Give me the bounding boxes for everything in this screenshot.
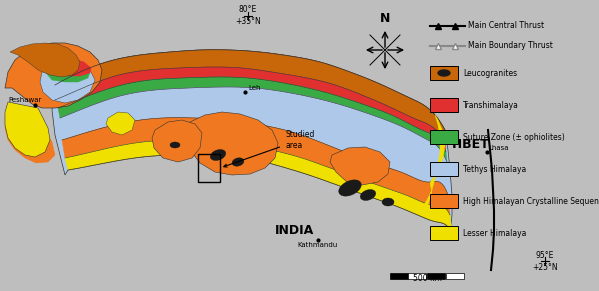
Text: Leucogranites: Leucogranites [463,68,517,77]
Bar [430,194,458,208]
Polygon shape [65,140,452,233]
Polygon shape [210,150,226,160]
Polygon shape [338,180,361,196]
Polygon shape [55,50,445,142]
Polygon shape [382,198,394,206]
Polygon shape [5,102,50,157]
Polygon shape [187,112,278,175]
Text: 500 km: 500 km [413,274,442,283]
Polygon shape [152,120,202,162]
Polygon shape [106,112,135,135]
Polygon shape [232,158,244,166]
Polygon shape [40,62,95,103]
Polygon shape [62,118,450,215]
Text: +25°N: +25°N [532,263,558,272]
Text: Leh: Leh [248,85,261,91]
Text: Transhimalaya: Transhimalaya [463,100,519,109]
Text: +35°N: +35°N [235,17,261,26]
Text: INDIA: INDIA [276,223,314,237]
Polygon shape [170,142,180,148]
Bar [390,273,408,279]
Bar [198,154,220,182]
Bar [430,226,458,240]
Text: Lhasa: Lhasa [488,145,509,151]
Text: Peshawar: Peshawar [8,97,41,103]
Bar [430,66,458,80]
Text: TIBET: TIBET [450,139,490,152]
Polygon shape [5,43,102,108]
Text: Main Boundary Thrust: Main Boundary Thrust [468,42,553,51]
Polygon shape [330,147,390,185]
Text: Suture Zone (± ophiolites): Suture Zone (± ophiolites) [463,132,565,141]
Bar [430,130,458,144]
Text: 95°E: 95°E [536,251,554,260]
Bar [430,98,458,112]
Text: Lesser Himalaya: Lesser Himalaya [463,228,527,237]
Polygon shape [360,189,376,200]
Bar [427,273,445,279]
Polygon shape [5,53,440,240]
Text: Kathmandu: Kathmandu [298,242,338,248]
Polygon shape [58,77,447,162]
Text: 80°E: 80°E [239,6,257,15]
Text: Tethys Himalaya: Tethys Himalaya [463,164,527,173]
Polygon shape [52,50,452,233]
Polygon shape [60,87,448,195]
Polygon shape [46,62,90,82]
Polygon shape [55,67,446,152]
Text: Studied
area: Studied area [224,130,314,167]
Bar [430,162,458,176]
Text: N: N [380,12,390,24]
Polygon shape [5,104,55,163]
Bar [446,273,464,279]
Polygon shape [438,70,450,76]
Polygon shape [49,59,91,76]
Text: High Himalayan Crystalline Sequence: High Himalayan Crystalline Sequence [463,196,599,205]
Text: Main Central Thrust: Main Central Thrust [468,22,544,31]
Polygon shape [10,43,80,77]
Polygon shape [418,115,445,210]
Bar [408,273,426,279]
